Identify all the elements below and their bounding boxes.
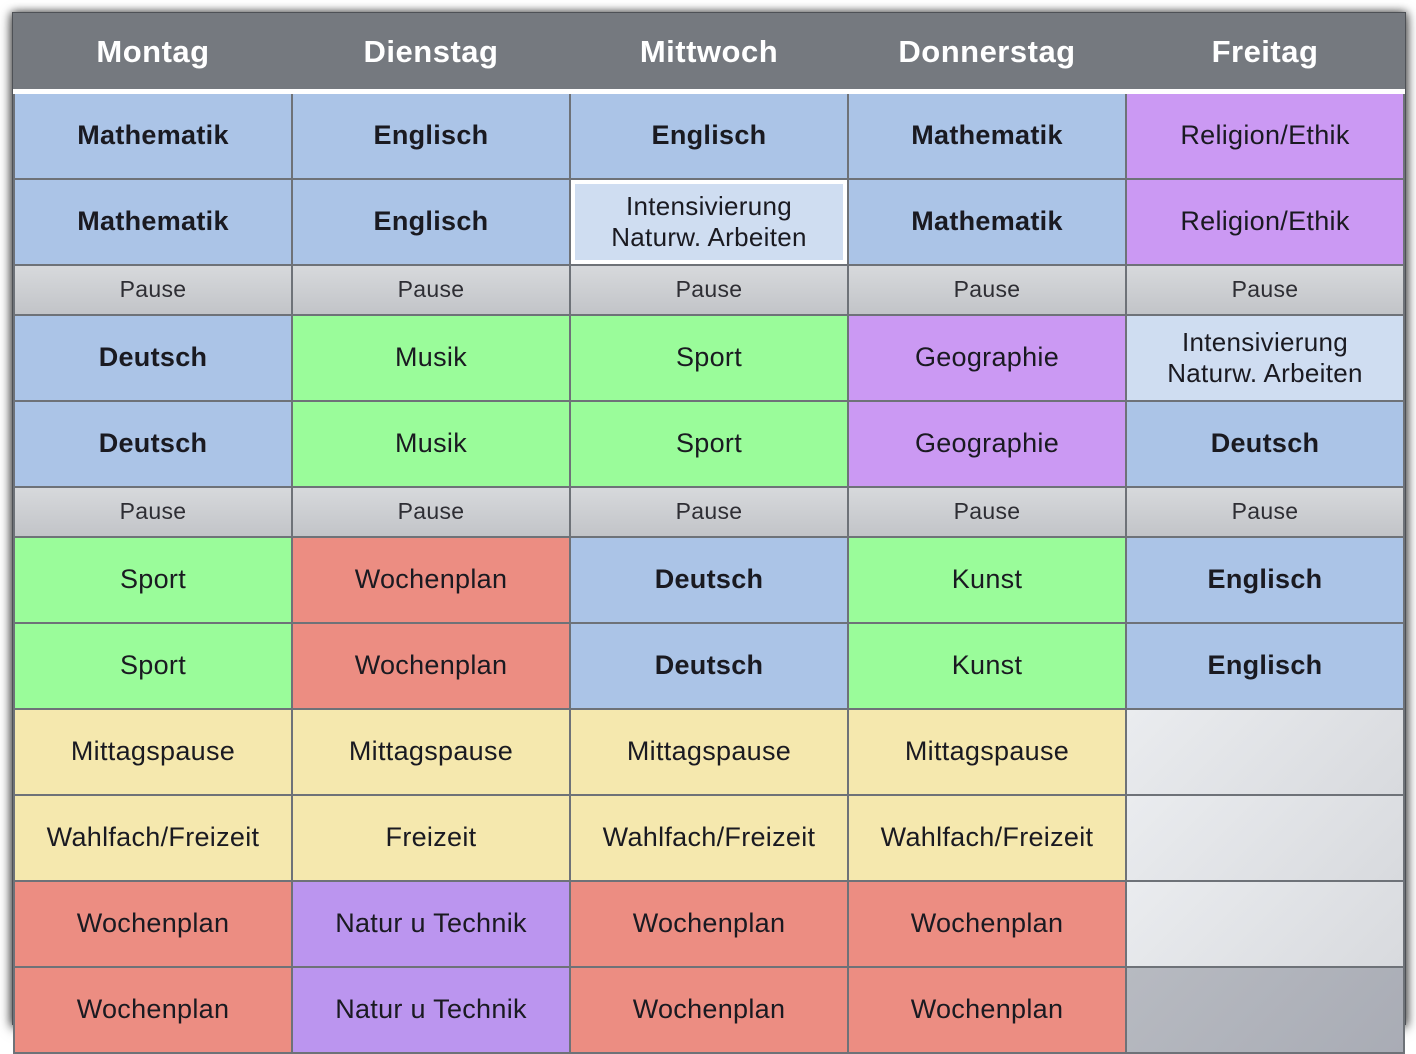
lesson-row-8: Wochenplan Natur u Technik Wochenplan Wo…	[13, 880, 1405, 968]
timetable-cell-empty	[1125, 966, 1405, 1054]
timetable-cell-empty	[1125, 708, 1405, 796]
timetable-cell: Wochenplan	[569, 880, 849, 968]
timetable-cell: Mittagspause	[291, 708, 571, 796]
lunch-row: Mittagspause Mittagspause Mittagspause M…	[13, 708, 1405, 796]
timetable-cell: Sport	[569, 314, 849, 402]
timetable-cell: Wochenplan	[13, 966, 293, 1054]
day-header-donnerstag: Donnerstag	[847, 13, 1127, 94]
timetable-cell: Wahlfach/Freizeit	[13, 794, 293, 882]
timetable-cell: Wahlfach/Freizeit	[847, 794, 1127, 882]
lesson-row-9: Wochenplan Natur u Technik Wochenplan Wo…	[13, 966, 1405, 1054]
timetable-cell: Musik	[291, 314, 571, 402]
timetable-cell: Geographie	[847, 314, 1127, 402]
timetable-cell-empty	[1125, 794, 1405, 882]
timetable-cell: Mathematik	[13, 178, 293, 266]
timetable-cell: Natur u Technik	[291, 966, 571, 1054]
timetable-cell: Geographie	[847, 400, 1127, 488]
timetable-cell: Intensivierung Naturw. Arbeiten	[569, 178, 849, 266]
timetable-cell: Religion/Ethik	[1125, 178, 1405, 266]
timetable-cell: Pause	[291, 264, 571, 316]
weekly-timetable: Montag Dienstag Mittwoch Donnerstag Frei…	[13, 13, 1405, 1054]
lesson-row-3: Deutsch Musik Sport Geographie Intensivi…	[13, 314, 1405, 402]
timetable-frame: Montag Dienstag Mittwoch Donnerstag Frei…	[12, 12, 1406, 1054]
timetable-cell: Mathematik	[847, 178, 1127, 266]
timetable-cell: Mittagspause	[569, 708, 849, 796]
timetable-cell: Sport	[569, 400, 849, 488]
day-header-mittwoch: Mittwoch	[569, 13, 849, 94]
timetable-cell: Deutsch	[13, 314, 293, 402]
timetable-cell: Pause	[847, 264, 1127, 316]
timetable-cell: Mittagspause	[847, 708, 1127, 796]
timetable-cell: Religion/Ethik	[1125, 90, 1405, 180]
timetable-cell: Pause	[569, 264, 849, 316]
timetable-cell: Deutsch	[569, 622, 849, 710]
timetable-cell: Wochenplan	[569, 966, 849, 1054]
timetable-cell: Pause	[1125, 264, 1405, 316]
lesson-row-1: Mathematik Englisch Englisch Mathematik …	[13, 90, 1405, 180]
lesson-row-5: Sport Wochenplan Deutsch Kunst Englisch	[13, 536, 1405, 624]
timetable-cell: Pause	[291, 486, 571, 538]
day-header-freitag: Freitag	[1125, 13, 1405, 94]
pause-row-2: Pause Pause Pause Pause Pause	[13, 486, 1405, 538]
timetable-cell: Englisch	[291, 178, 571, 266]
timetable-cell: Kunst	[847, 536, 1127, 624]
timetable-cell: Natur u Technik	[291, 880, 571, 968]
timetable-cell: Pause	[13, 486, 293, 538]
timetable-cell: Wochenplan	[847, 966, 1127, 1054]
timetable-cell: Mathematik	[847, 90, 1127, 180]
timetable-cell-empty	[1125, 880, 1405, 968]
timetable-cell: Pause	[847, 486, 1127, 538]
day-header-dienstag: Dienstag	[291, 13, 571, 94]
timetable-cell: Deutsch	[13, 400, 293, 488]
timetable-cell: Sport	[13, 536, 293, 624]
timetable-cell: Englisch	[1125, 622, 1405, 710]
lesson-row-4: Deutsch Musik Sport Geographie Deutsch	[13, 400, 1405, 488]
timetable-cell: Englisch	[569, 90, 849, 180]
timetable-cell: Deutsch	[1125, 400, 1405, 488]
timetable-cell: Wochenplan	[291, 536, 571, 624]
lesson-row-6: Sport Wochenplan Deutsch Kunst Englisch	[13, 622, 1405, 710]
timetable-cell: Wochenplan	[847, 880, 1127, 968]
timetable-cell: Intensivierung Naturw. Arbeiten	[1125, 314, 1405, 402]
timetable-cell: Sport	[13, 622, 293, 710]
timetable-cell: Wochenplan	[291, 622, 571, 710]
timetable-cell: Freizeit	[291, 794, 571, 882]
timetable-cell: Englisch	[1125, 536, 1405, 624]
timetable-cell: Musik	[291, 400, 571, 488]
timetable-cell: Englisch	[291, 90, 571, 180]
lesson-row-7: Wahlfach/Freizeit Freizeit Wahlfach/Frei…	[13, 794, 1405, 882]
timetable-cell: Pause	[569, 486, 849, 538]
timetable-cell: Pause	[1125, 486, 1405, 538]
header-row: Montag Dienstag Mittwoch Donnerstag Frei…	[13, 13, 1405, 94]
timetable-cell: Wahlfach/Freizeit	[569, 794, 849, 882]
timetable-cell: Pause	[13, 264, 293, 316]
lesson-row-2: Mathematik Englisch Intensivierung Natur…	[13, 178, 1405, 266]
pause-row-1: Pause Pause Pause Pause Pause	[13, 264, 1405, 316]
day-header-montag: Montag	[13, 13, 293, 94]
timetable-cell: Deutsch	[569, 536, 849, 624]
timetable-cell: Kunst	[847, 622, 1127, 710]
timetable-cell: Mittagspause	[13, 708, 293, 796]
timetable-cell: Wochenplan	[13, 880, 293, 968]
timetable-cell: Mathematik	[13, 90, 293, 180]
